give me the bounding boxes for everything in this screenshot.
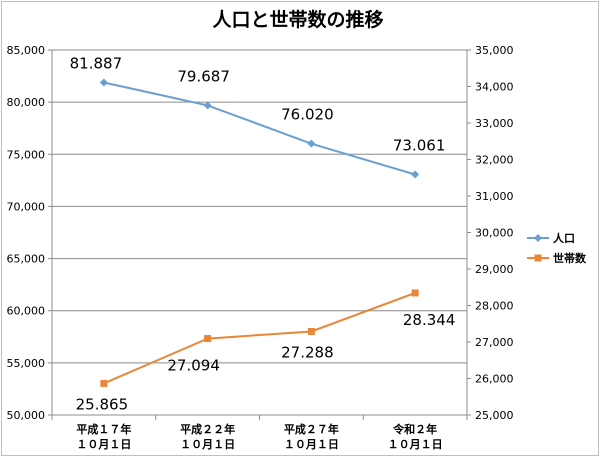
data-label: 28.344 (403, 311, 456, 329)
left-tick-label: 80,000 (7, 96, 46, 109)
data-labels: 81.887 79.687 76.020 73.061 25.865 27.094 27.2… (70, 54, 456, 413)
right-tick-label: 35,000 (475, 44, 514, 57)
legend-marker (534, 234, 542, 242)
left-tick-label: 60,000 (7, 305, 46, 318)
left-tick-label: 50,000 (7, 409, 46, 422)
right-tick-label: 29,000 (475, 263, 514, 276)
data-label: 73.061 (393, 137, 446, 155)
legend-label: 世帯数 (553, 251, 587, 265)
data-label: 27.094 (167, 357, 220, 375)
right-tick-label: 31,000 (475, 190, 514, 203)
data-point (99, 78, 108, 87)
left-tick-label: 55,000 (7, 357, 46, 370)
category-label-line1: 令和２年 (392, 422, 437, 436)
data-point (411, 170, 420, 179)
category-label-line1: 平成２２年 (180, 422, 235, 436)
data-point (307, 327, 315, 335)
left-tick-label: 85,000 (7, 44, 46, 57)
legend-label: 人口 (553, 231, 575, 245)
category-label-line2: １０月１日 (284, 438, 339, 451)
left-tick-label: 65,000 (7, 253, 46, 266)
category-label-line2: １０月１日 (76, 438, 131, 451)
category-label-line1: 平成２７年 (284, 422, 339, 436)
right-tick-label: 32,000 (475, 154, 514, 167)
series-line-2 (103, 292, 416, 385)
chart-title: 人口と世帯数の推移 (212, 8, 383, 31)
right-tick-label: 33,000 (475, 117, 514, 130)
category-labels: 平成１７年 １０月１日 平成２２年 １０月１日 平成２７年 １０月１日 令和２年 １０月１日 (76, 422, 442, 451)
data-label: 81.887 (70, 54, 123, 72)
series-line-1 (103, 81, 416, 176)
category-label-line2: １０月１日 (180, 438, 235, 451)
category-label-line2: １０月１日 (388, 438, 443, 451)
left-tick-label: 75,000 (7, 148, 46, 161)
data-point (100, 379, 108, 387)
left-tick-label: 70,000 (7, 200, 46, 213)
category-label-line1: 平成１７年 (76, 422, 131, 436)
data-label: 27.288 (281, 343, 334, 361)
data-label: 25.865 (76, 395, 129, 413)
axes (48, 49, 471, 420)
data-label: 79.687 (177, 67, 230, 85)
series-lines (103, 81, 416, 385)
right-tick-label: 27,000 (475, 336, 514, 349)
left-axis-ticks: 50,000 55,000 60,000 65,000 70,000 75,000 80,0… (7, 44, 46, 422)
data-point (411, 289, 419, 297)
right-tick-label: 25,000 (475, 409, 514, 422)
data-point (307, 139, 316, 148)
gridlines (52, 49, 467, 416)
right-tick-label: 28,000 (475, 300, 514, 313)
series-markers (99, 78, 420, 387)
data-label: 76.020 (281, 106, 334, 124)
right-tick-label: 34,000 (475, 81, 514, 94)
data-point (203, 101, 212, 110)
legend-marker (534, 254, 542, 262)
right-tick-label: 30,000 (475, 227, 514, 240)
data-point (204, 335, 212, 343)
right-tick-label: 26,000 (475, 373, 514, 386)
right-axis-ticks: 25,000 26,000 27,000 28,000 29,000 30,000 31,0… (475, 44, 514, 422)
